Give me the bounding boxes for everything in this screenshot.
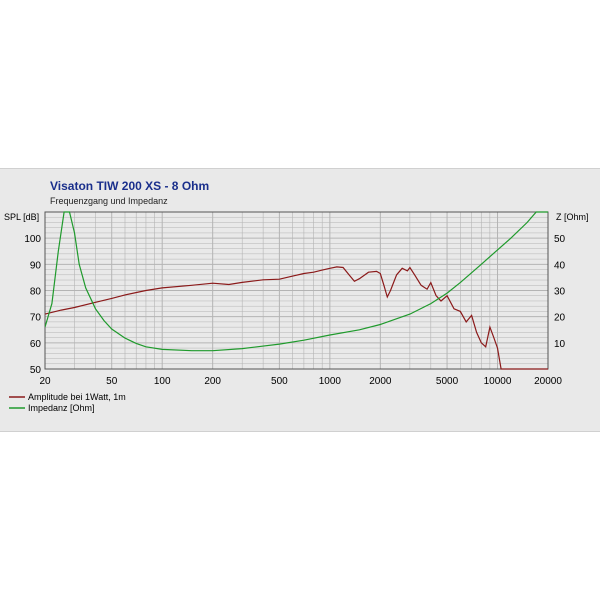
y-right-tick-label: 40 xyxy=(554,260,566,271)
y-right-axis-label: Z [Ohm] xyxy=(556,212,589,222)
series-line-impedance xyxy=(45,211,548,352)
y-left-tick-label: 60 xyxy=(30,339,42,350)
x-tick-label: 200 xyxy=(204,376,221,387)
plot-area: 20 50 100 200 500 1000 2000 5000 10000 2000050607… xyxy=(24,211,566,387)
x-tick-label: 20 xyxy=(39,376,51,387)
chart-title: Visaton TIW 200 XS - 8 Ohm xyxy=(50,179,209,193)
plot-frame xyxy=(44,211,549,370)
x-tick-label: 5000 xyxy=(436,376,459,387)
y-left-tick-label: 70 xyxy=(30,313,42,324)
chart-subtitle: Frequenzgang und Impedanz xyxy=(50,196,168,206)
y-right-tick-label: 20 xyxy=(554,313,566,324)
y-left-tick-label: 90 xyxy=(30,260,42,271)
y-right-tick-label: 50 xyxy=(554,234,566,245)
x-tick-label: 2000 xyxy=(369,376,392,387)
y-left-axis-label: SPL [dB] xyxy=(4,212,39,222)
x-tick-label: 50 xyxy=(106,376,118,387)
x-tick-label: 20000 xyxy=(534,376,562,387)
x-tick-label: 100 xyxy=(154,376,171,387)
legend-label: Impedanz [Ohm] xyxy=(28,403,95,413)
x-tick-label: 1000 xyxy=(319,376,342,387)
y-right-tick-label: 30 xyxy=(554,287,566,298)
legend-label: Amplitude bei 1Watt, 1m xyxy=(28,392,126,402)
y-left-tick-label: 50 xyxy=(30,365,42,376)
y-left-tick-label: 100 xyxy=(24,234,41,245)
y-left-tick-label: 80 xyxy=(30,287,42,298)
y-right-tick-label: 10 xyxy=(554,339,566,350)
series-line-amplitude xyxy=(45,266,548,370)
x-tick-label: 500 xyxy=(271,376,288,387)
x-tick-label: 10000 xyxy=(484,376,512,387)
